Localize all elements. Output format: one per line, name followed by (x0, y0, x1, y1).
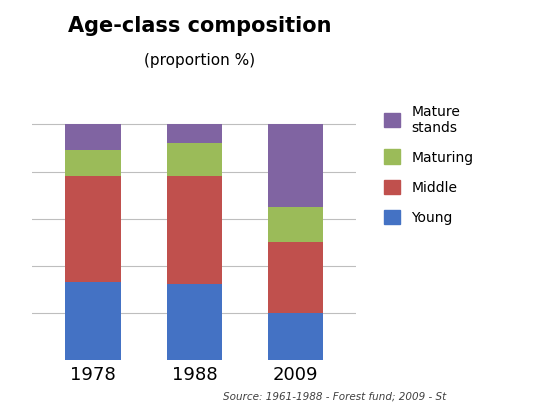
Legend: Mature
stands, Maturing, Middle, Young: Mature stands, Maturing, Middle, Young (380, 101, 478, 229)
Text: Source: 1961-1988 - Forest fund; 2009 - St: Source: 1961-1988 - Forest fund; 2009 - … (223, 391, 447, 401)
Text: (proportion %): (proportion %) (144, 53, 255, 68)
Bar (268, 207, 323, 243)
Bar (65, 151, 121, 177)
Text: Age-class composition: Age-class composition (68, 16, 332, 36)
Bar (65, 177, 121, 283)
Bar (166, 125, 222, 144)
Bar (268, 313, 323, 360)
Bar (166, 285, 222, 360)
Bar (268, 125, 323, 207)
Bar (65, 125, 121, 151)
Bar (166, 177, 222, 285)
Bar (268, 243, 323, 313)
Bar (65, 283, 121, 360)
Bar (166, 144, 222, 177)
